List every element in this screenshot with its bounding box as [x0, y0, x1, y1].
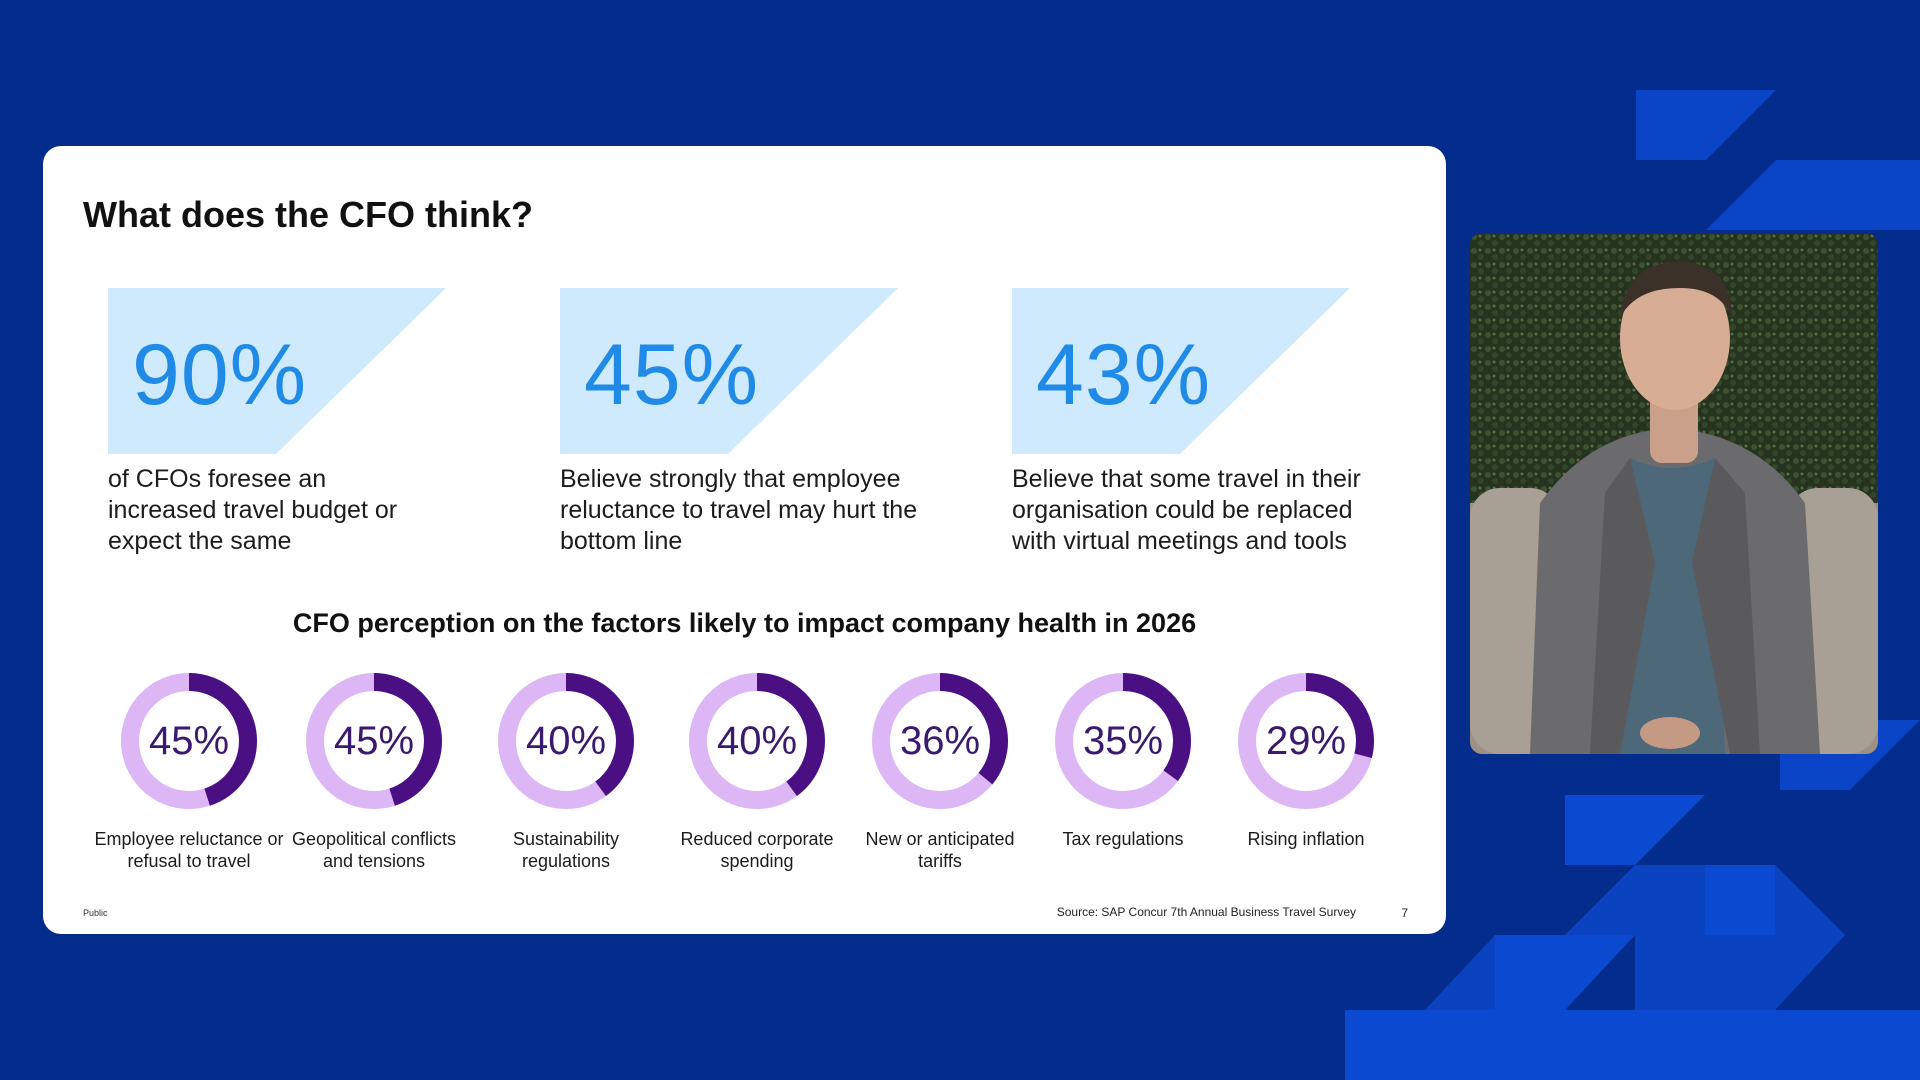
- presentation-slide: What does the CFO think? 90% of CFOs for…: [43, 146, 1446, 934]
- stat-card-1: 90% of CFOs foresee an increased travel …: [108, 288, 498, 557]
- donut-value: 36%: [899, 719, 981, 763]
- donut-value: 45%: [333, 719, 415, 763]
- stat-card-3: 43% Believe that some travel in their or…: [1012, 288, 1402, 557]
- donut-item: 36% New or anticipated tariffs: [845, 670, 1035, 872]
- donut-item: 45% Employee reluctance or refusal to tra…: [94, 670, 284, 872]
- donut-label: Sustainability regulations: [512, 829, 620, 871]
- presenter-video-icon: [1470, 233, 1878, 754]
- donut-arc: [1055, 673, 1191, 809]
- donut-chart: 45%: [303, 670, 445, 812]
- stat-value: 45%: [584, 327, 760, 423]
- donut-label: Reduced corporate spending: [680, 829, 834, 871]
- section-title: CFO perception on the factors likely to …: [292, 608, 1197, 638]
- stat-value: 90%: [132, 327, 308, 423]
- donut-item: 45% Geopolitical conflicts and tensions: [279, 670, 469, 872]
- donut-label: New or anticipated tariffs: [865, 829, 1015, 871]
- stat-value: 43%: [1036, 327, 1212, 423]
- donut-chart: 40%: [495, 670, 637, 812]
- donut-arc: [1238, 673, 1374, 809]
- source-note: Source: SAP Concur 7th Annual Business T…: [1056, 905, 1356, 919]
- donut-label: Rising inflation: [1247, 829, 1365, 849]
- donut-arc: [306, 673, 442, 809]
- stat-band: 45%: [560, 288, 898, 454]
- donut-item: 35% Tax regulations: [1028, 670, 1218, 850]
- stat-description: Believe strongly that employee reluctanc…: [560, 465, 918, 555]
- stat-band: 43%: [1012, 288, 1350, 454]
- slide-title: What does the CFO think?: [83, 194, 533, 235]
- donut-label: Employee reluctance or refusal to travel: [94, 829, 284, 871]
- donut-arc: [872, 673, 1008, 809]
- donut-item: 29% Rising inflation: [1211, 670, 1401, 850]
- donut-chart: 40%: [686, 670, 828, 812]
- donut-chart: 45%: [118, 670, 260, 812]
- stat-description: of CFOs foresee an increased travel budg…: [108, 465, 398, 555]
- stat-description: Believe that some travel in their organi…: [1012, 465, 1361, 555]
- donut-arc: [121, 673, 257, 809]
- donut-chart: 29%: [1235, 670, 1377, 812]
- donut-arc: [689, 673, 825, 809]
- donut-value: 45%: [148, 719, 230, 763]
- donut-value: 35%: [1082, 719, 1164, 763]
- donut-item: 40% Sustainability regulations: [471, 670, 661, 872]
- donut-label: Geopolitical conflicts and tensions: [291, 829, 457, 871]
- donut-label: Tax regulations: [1062, 829, 1184, 849]
- page-number: 7: [1401, 906, 1408, 920]
- donut-chart: 35%: [1052, 670, 1194, 812]
- classification-label: Public: [83, 908, 108, 918]
- donut-value: 40%: [716, 719, 798, 763]
- presenter-video: [1470, 233, 1878, 754]
- donut-value: 40%: [525, 719, 607, 763]
- stat-card-2: 45% Believe strongly that employee reluc…: [560, 288, 950, 557]
- stat-band: 90%: [108, 288, 446, 454]
- donut-item: 40% Reduced corporate spending: [662, 670, 852, 872]
- donut-value: 29%: [1265, 719, 1347, 763]
- donut-arc: [498, 673, 634, 809]
- donut-chart: 36%: [869, 670, 1011, 812]
